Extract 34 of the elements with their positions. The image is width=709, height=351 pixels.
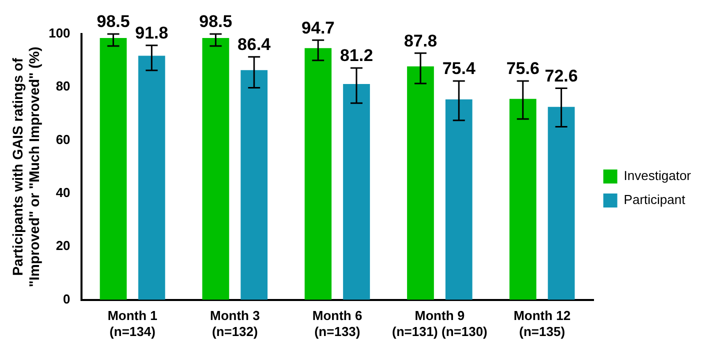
- y-tick-label: 40: [56, 185, 70, 200]
- bar: [343, 84, 370, 300]
- legend-label: Investigator: [624, 168, 692, 184]
- data-label: 86.4: [238, 35, 272, 54]
- x-tick-label: Month 1 (n=134): [108, 308, 158, 339]
- data-label: 98.5: [199, 12, 232, 32]
- bar: [100, 38, 127, 300]
- data-label: 75.6: [506, 59, 540, 78]
- data-label: 87.8: [404, 31, 438, 50]
- bar: [445, 99, 472, 300]
- data-label: 94.7: [302, 18, 335, 38]
- y-tick-label: 80: [56, 78, 70, 94]
- y-tick-label: 60: [56, 132, 70, 147]
- bar: [407, 66, 434, 300]
- x-tick-label: Month 9 (n=131) (n=130): [392, 308, 488, 339]
- data-label: 72.6: [544, 66, 578, 86]
- y-tick-label: 100: [48, 26, 70, 41]
- bar: [202, 38, 230, 300]
- legend-label: Participant: [624, 192, 686, 208]
- data-label: 91.8: [135, 24, 168, 43]
- y-axis-title: Participants with GAIS ratings of "Improved" or "Much Improved" (%): [9, 46, 42, 288]
- y-tick-label: 0: [63, 291, 70, 306]
- bar: [548, 106, 575, 300]
- y-tick-label: 20: [56, 238, 70, 254]
- x-tick-label: Month 3 (n=132): [210, 308, 260, 339]
- x-tick-label: Month 6 (n=133): [312, 308, 362, 339]
- data-label: 98.5: [96, 12, 130, 32]
- data-label: 75.4: [442, 59, 476, 78]
- data-label: 81.2: [340, 46, 374, 66]
- bar: [509, 98, 536, 300]
- bar: [304, 48, 332, 300]
- bar: [240, 70, 268, 300]
- x-tick-label: Month 12 (n=135): [514, 308, 571, 339]
- bar: [138, 56, 166, 300]
